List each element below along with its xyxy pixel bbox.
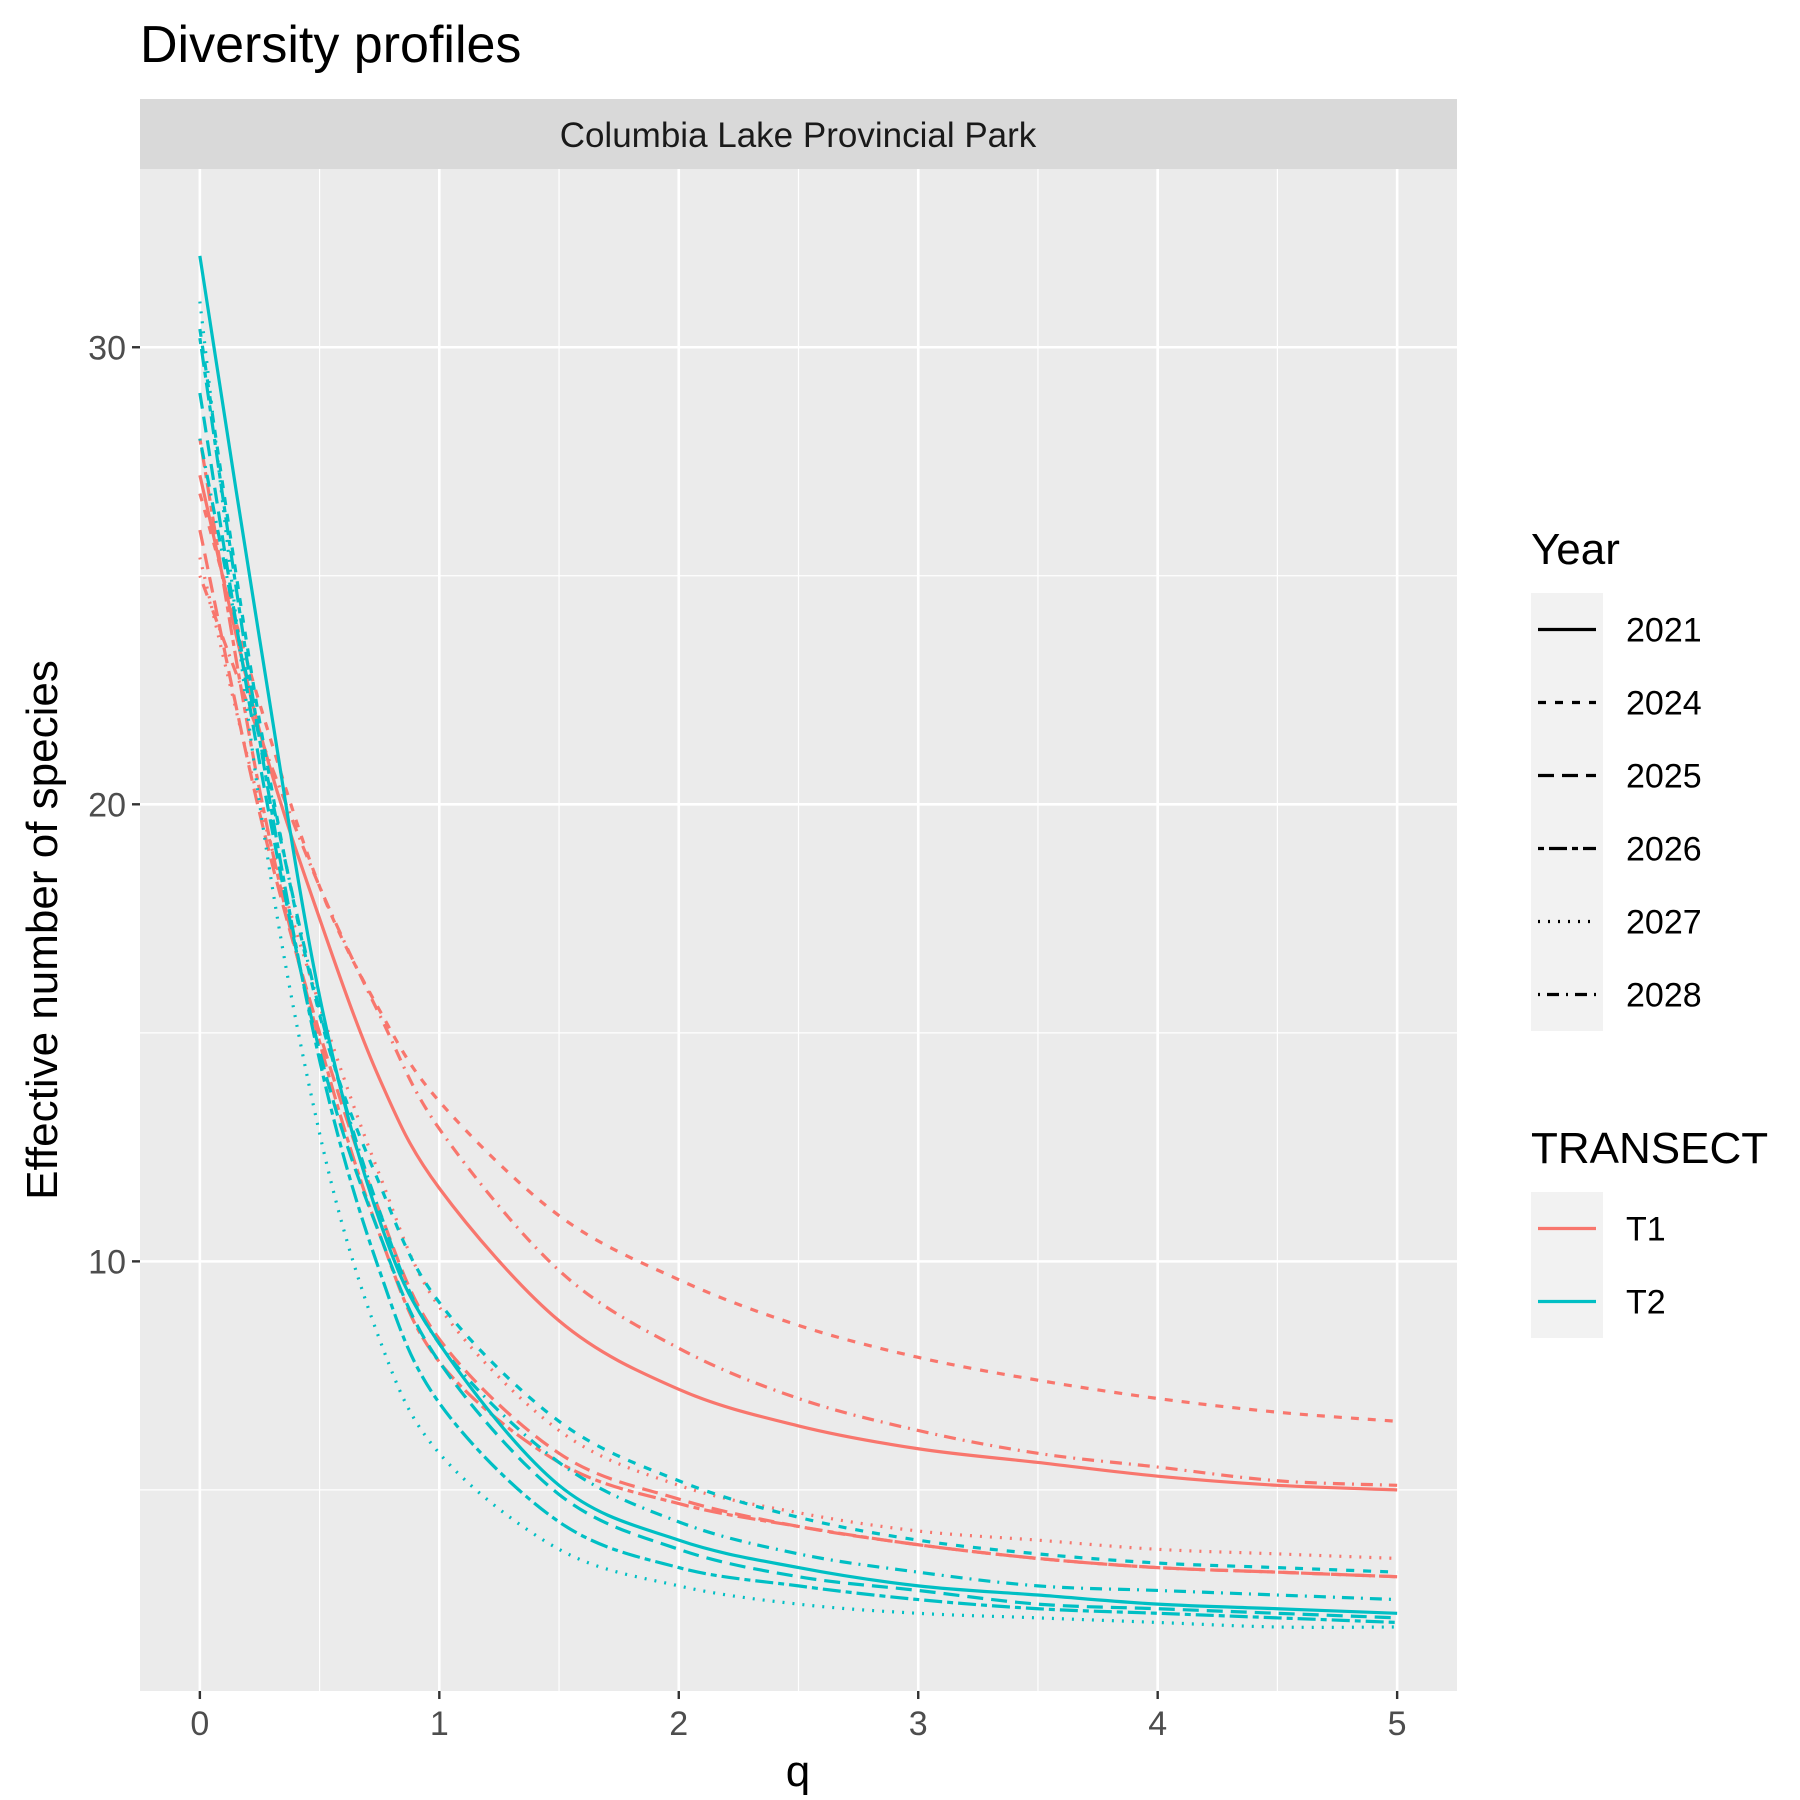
y-tick-label: 30 (88, 329, 126, 367)
legend-title-year: Year (1531, 525, 1620, 574)
legend-title-transect: TRANSECT (1531, 1124, 1768, 1173)
x-tick-label: 1 (430, 1705, 449, 1743)
legend-transect-key-bg (1531, 1192, 1603, 1338)
x-tick-label: 3 (909, 1705, 928, 1743)
chart-title: Diversity profiles (140, 16, 521, 74)
series-t1-2028 (198, 575, 1398, 1487)
series-t2-2028 (198, 438, 1398, 1602)
series-t2-2021 (198, 255, 1398, 1615)
series-t1-2025 (198, 529, 1398, 1579)
series-t1-2021 (198, 474, 1398, 1492)
legend-year-key-bg (1531, 593, 1603, 1031)
y-axis-title: Effective number of species (18, 660, 67, 1200)
legend-label-2026: 2026 (1626, 831, 1702, 869)
grid-lines (140, 169, 1457, 1691)
legend-label-t2: T2 (1626, 1284, 1666, 1322)
series-t2-2026 (198, 337, 1398, 1625)
x-axis-title: q (786, 1747, 810, 1796)
legend-label-2024: 2024 (1626, 685, 1702, 723)
x-tick-label: 4 (1148, 1705, 1167, 1743)
legend-label-2025: 2025 (1626, 758, 1702, 796)
series-lines (198, 255, 1398, 1629)
series-t1-2026 (198, 438, 1398, 1579)
facet-strip (140, 99, 1457, 169)
legend-label-2021: 2021 (1626, 612, 1702, 650)
y-tick-label: 10 (88, 1243, 126, 1281)
legend-label-2028: 2028 (1626, 977, 1702, 1015)
x-tick-label: 5 (1388, 1705, 1407, 1743)
legend-label-2027: 2027 (1626, 904, 1702, 942)
axes: 0 1 2 3 4 5 10 20 30 (88, 329, 1406, 1743)
facet-label: Columbia Lake Provincial Park (560, 116, 1037, 155)
y-tick-label: 20 (88, 786, 126, 824)
legend-label-t1: T1 (1626, 1211, 1666, 1249)
x-tick-label: 2 (669, 1705, 688, 1743)
series-t2-2025 (198, 392, 1398, 1620)
x-tick-label: 0 (190, 1705, 209, 1743)
series-t2-2024 (198, 328, 1398, 1574)
